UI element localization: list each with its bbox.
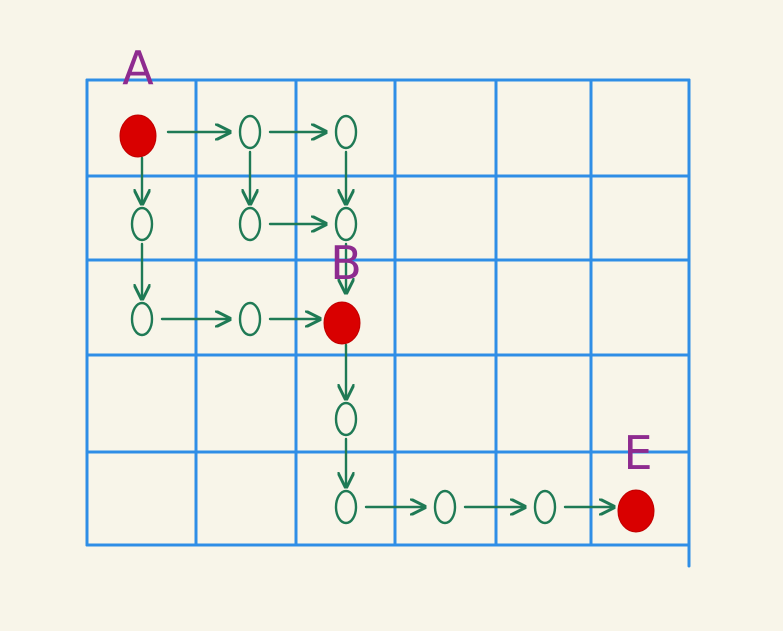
path-nodes [130,114,557,525]
path-node [433,489,457,525]
key-point-end [617,489,655,533]
path-node [238,301,262,337]
grid [85,78,691,568]
path-node [238,114,262,150]
path-arrows [142,132,614,507]
path-node [533,489,557,525]
path-node [130,301,154,337]
path-node [334,489,358,525]
path-node [130,206,154,242]
path-node [238,206,262,242]
key-point-label-middle: B [330,236,362,290]
key-point-middle [323,301,361,345]
path-node [334,114,358,150]
key-point-start [119,114,157,158]
key-point-label-end: E [623,426,652,480]
key-point-label-start: A [122,41,154,95]
path-node [334,401,358,437]
key-points: A B E [119,41,655,533]
path-node [334,206,358,242]
